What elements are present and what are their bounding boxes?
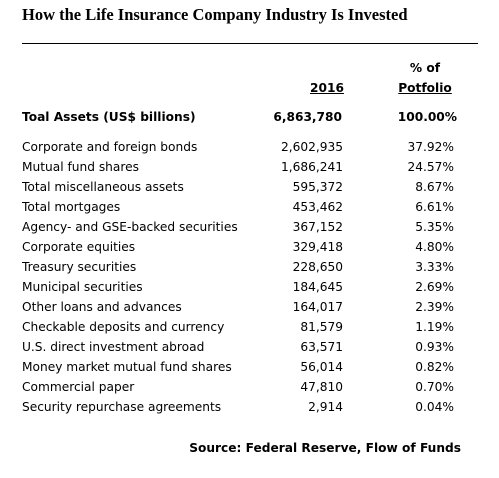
row-value: 184,645 bbox=[292, 280, 343, 294]
table-row: Municipal securities 184,645 2.69% bbox=[0, 280, 499, 300]
row-label: Corporate equities bbox=[22, 240, 136, 254]
row-label: Municipal securities bbox=[22, 280, 143, 294]
table-row: Total mortgages 453,462 6.61% bbox=[0, 200, 499, 220]
row-value: 56,014 bbox=[300, 360, 343, 374]
row-value: 595,372 bbox=[292, 180, 343, 194]
year-column-header: 2016 bbox=[310, 81, 344, 95]
row-value: 164,017 bbox=[292, 300, 343, 314]
row-label: Agency- and GSE-backed securities bbox=[22, 220, 238, 234]
table-row: Money market mutual fund shares 56,014 0.8… bbox=[0, 360, 499, 380]
row-value: 367,152 bbox=[292, 220, 343, 234]
row-value: 228,650 bbox=[292, 260, 343, 274]
total-assets-percent: 100.00% bbox=[397, 110, 457, 124]
row-value: 2,914 bbox=[308, 400, 343, 414]
row-label: Other loans and advances bbox=[22, 300, 182, 314]
row-value: 2,602,935 bbox=[280, 140, 343, 154]
row-percent: 4.80% bbox=[415, 240, 454, 254]
row-label: Money market mutual fund shares bbox=[22, 360, 232, 374]
table-row: Corporate equities 329,418 4.80% bbox=[0, 240, 499, 260]
table-row: Corporate and foreign bonds 2,602,935 37.9… bbox=[0, 140, 499, 160]
row-percent: 6.61% bbox=[415, 200, 454, 214]
row-percent: 2.39% bbox=[415, 300, 454, 314]
row-percent: 1.19% bbox=[415, 320, 454, 334]
row-percent: 8.67% bbox=[415, 180, 454, 194]
row-percent: 0.70% bbox=[415, 380, 454, 394]
row-label: U.S. direct investment abroad bbox=[22, 340, 205, 354]
row-percent: 24.57% bbox=[407, 160, 454, 174]
row-label: Total miscellaneous assets bbox=[22, 180, 184, 194]
total-assets-value: 6,863,780 bbox=[273, 110, 342, 124]
table-row: Mutual fund shares 1,686,241 24.57% bbox=[0, 160, 499, 180]
row-label: Treasury securities bbox=[22, 260, 137, 274]
row-label: Mutual fund shares bbox=[22, 160, 139, 174]
row-label: Total mortgages bbox=[22, 200, 121, 214]
row-label: Security repurchase agreements bbox=[22, 400, 222, 414]
row-value: 63,571 bbox=[300, 340, 343, 354]
table-row: U.S. direct investment abroad 63,571 0.93% bbox=[0, 340, 499, 360]
row-percent: 0.93% bbox=[415, 340, 454, 354]
row-percent: 5.35% bbox=[415, 220, 454, 234]
total-assets-label: Toal Assets (US$ billions) bbox=[22, 110, 196, 124]
table-row: Treasury securities 228,650 3.33% bbox=[0, 260, 499, 280]
row-percent: 3.33% bbox=[415, 260, 454, 274]
total-assets-row: Toal Assets (US$ billions) 6,863,780 100… bbox=[0, 110, 499, 130]
row-label: Commercial paper bbox=[22, 380, 135, 394]
table-row: Security repurchase agreements 2,914 0.04% bbox=[0, 400, 499, 420]
row-percent: 2.69% bbox=[415, 280, 454, 294]
row-value: 47,810 bbox=[300, 380, 343, 394]
percent-column-header-line1: % of bbox=[409, 61, 441, 75]
row-label: Corporate and foreign bonds bbox=[22, 140, 198, 154]
table-row: Agency- and GSE-backed securities 367,152… bbox=[0, 220, 499, 240]
row-value: 81,579 bbox=[300, 320, 343, 334]
row-value: 329,418 bbox=[292, 240, 343, 254]
row-value: 1,686,241 bbox=[280, 160, 343, 174]
title-divider bbox=[22, 43, 478, 44]
percent-column-header-line2: Potfolio bbox=[398, 81, 452, 95]
table-row: Other loans and advances 164,017 2.39% bbox=[0, 300, 499, 320]
row-label: Checkable deposits and currency bbox=[22, 320, 225, 334]
table-row: Commercial paper 47,810 0.70% bbox=[0, 380, 499, 400]
source-note: Source: Federal Reserve, Flow of Funds bbox=[189, 441, 461, 455]
row-percent: 37.92% bbox=[407, 140, 454, 154]
row-value: 453,462 bbox=[292, 200, 343, 214]
page-title: How the Life Insurance Company Industry … bbox=[22, 5, 408, 24]
row-percent: 0.82% bbox=[415, 360, 454, 374]
table-row: Total miscellaneous assets 595,372 8.67% bbox=[0, 180, 499, 200]
row-percent: 0.04% bbox=[415, 400, 454, 414]
table-row: Checkable deposits and currency 81,579 1.1… bbox=[0, 320, 499, 340]
